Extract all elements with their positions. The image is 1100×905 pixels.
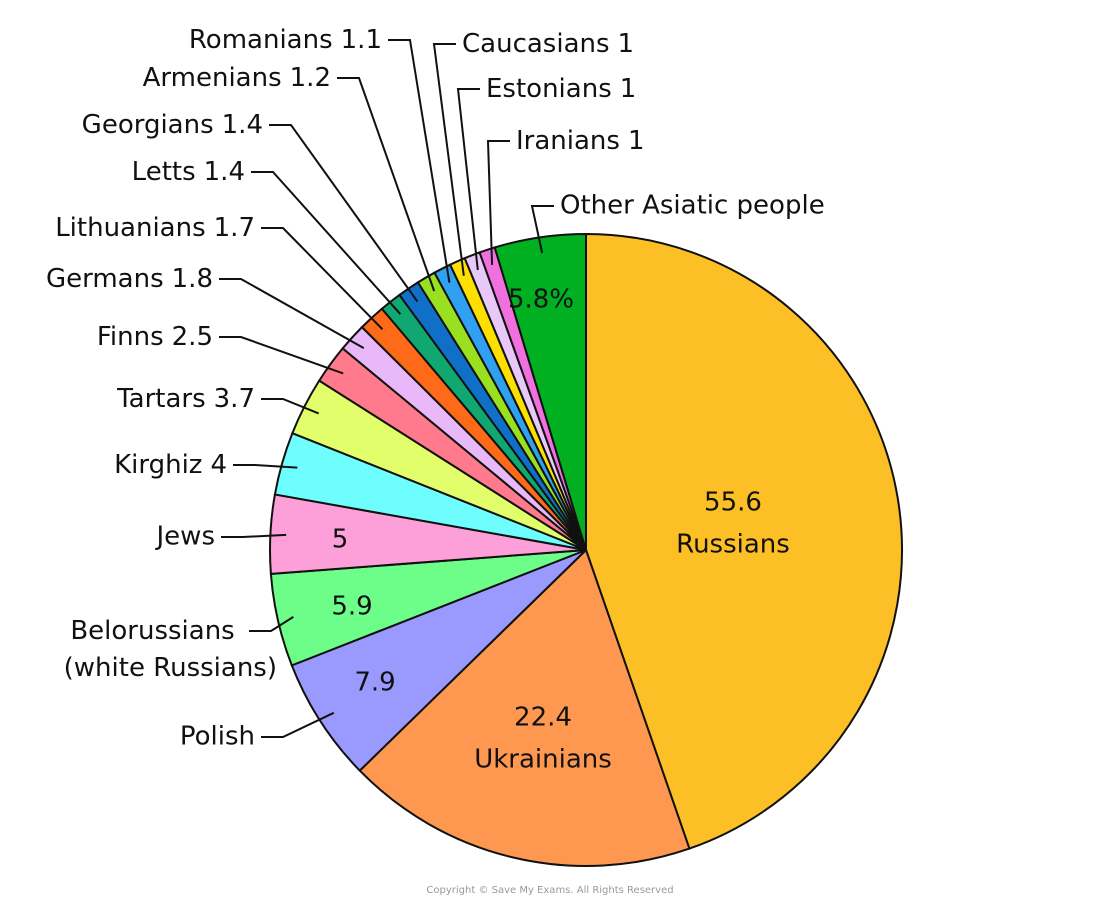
leader-line [261,711,335,738]
category-label: Estonians [486,74,612,104]
category-label: Romanians [189,25,333,55]
value-label: 5.9 [331,592,372,622]
slice-label: Estonians 1 [486,74,636,104]
category-label: Lithuanians [55,213,205,243]
leader-line [219,278,365,350]
leader-line [388,39,451,283]
value-label: 1.7 [214,213,255,243]
value-label: 1.8 [172,264,213,294]
leader-line [432,43,465,276]
category-line: (white Russians) [64,653,277,683]
slice-label: Caucasians 1 [462,29,634,59]
slice [290,549,587,773]
category-label: Letts [132,157,196,187]
slice-label: Finns 2.5 [97,322,213,352]
category-label: Other Asiatic people [560,191,825,221]
leader-line [251,171,402,315]
slice-label: Letts 1.4 [132,157,245,187]
category-label: Finns [97,322,164,352]
category-label: Polish [180,722,255,752]
value-label: 1.4 [222,110,263,140]
value-label: 7.9 [354,668,395,698]
category-label: Belorussians (white Russians) [64,616,277,683]
category-line: Belorussians [70,616,243,646]
slice-label: Tartars 3.7 [116,384,255,414]
leader-line [233,464,298,469]
category-label: Caucasians [462,29,610,59]
category-label: Tartars [116,384,206,414]
category-label: Russians [676,530,790,560]
leader-line [221,533,287,538]
category-label: Georgians [82,110,214,140]
slice-label: Georgians 1.4 [82,110,263,140]
copyright: Copyright © Save My Exams. All Rights Re… [426,885,673,896]
leader-line [337,77,436,292]
value-label: 4 [210,450,227,480]
slice [585,232,903,850]
leader-line [269,124,419,303]
slice-label: Germans 1.8 [46,264,213,294]
value-label: 1 [618,29,635,59]
leader-line [249,616,294,632]
leader-line [261,227,384,331]
value-label: 1 [620,74,637,104]
value-label: 55.6 [704,488,762,518]
value-label: 1 [628,126,645,156]
category-label: Jews [155,522,215,552]
category-label: Armenians [143,63,282,93]
leader-line [530,205,554,254]
slice-label: Kirghiz 4 [114,450,227,480]
slice-label: Armenians 1.2 [143,63,331,93]
slice-label: Iranians 1 [516,126,645,156]
value-label: 3.7 [214,384,255,414]
value-label: 1.4 [204,157,245,187]
leader-line [261,398,320,415]
slice-label: Romanians 1.1 [189,25,382,55]
category-label: Ukrainians [474,745,612,775]
category-label: Kirghiz [114,450,202,480]
value-label: 2.5 [172,322,213,352]
slice [493,232,587,551]
value-label: 5.8% [508,285,574,315]
category-label: Iranians [516,126,620,156]
slice [358,548,691,867]
leader-line [456,88,480,271]
category-label: Germans [46,264,164,294]
value-label: 1.1 [341,25,382,55]
leader-line [486,140,510,265]
value-label: 1.2 [290,63,331,93]
slice-label: Lithuanians 1.7 [55,213,255,243]
leader-line [219,336,344,375]
value-label: 22.4 [514,703,572,733]
value-label: 5 [332,525,349,555]
